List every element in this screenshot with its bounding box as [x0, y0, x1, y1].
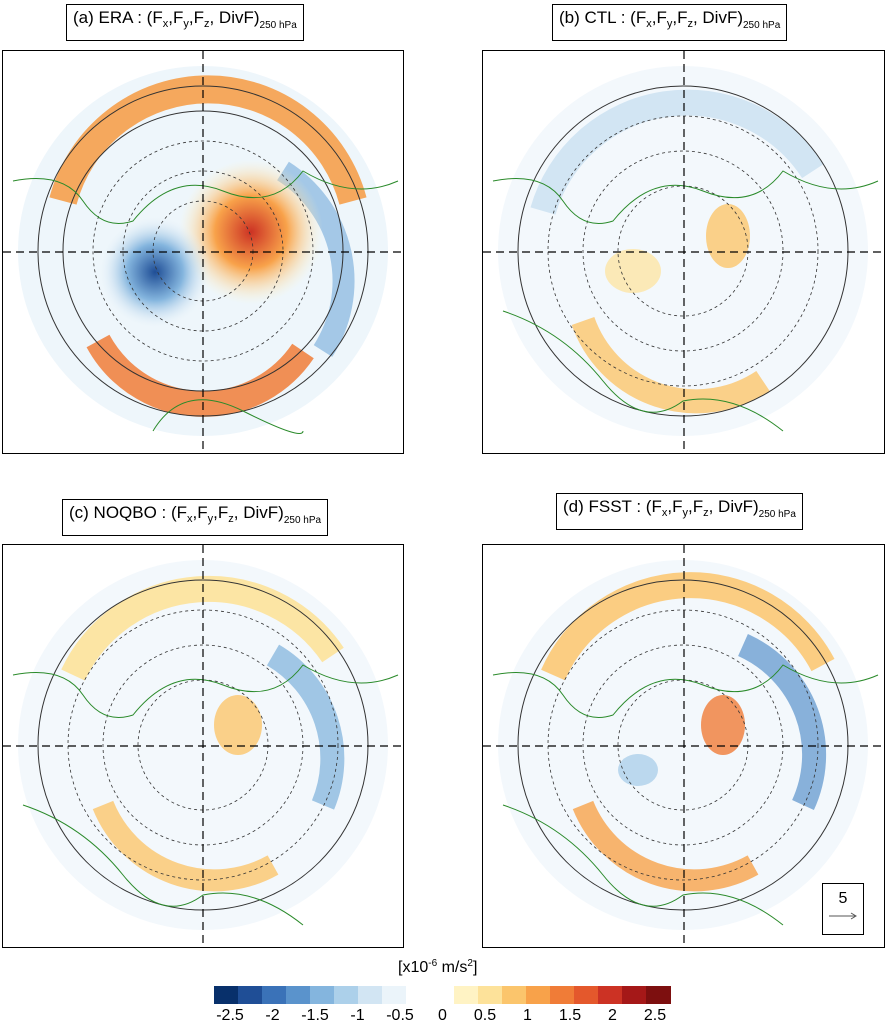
shading-negative-arc [530, 89, 824, 215]
colorbar-cell [334, 986, 359, 1004]
shading-positive-center [706, 204, 750, 268]
colorbar-cell [550, 986, 575, 1004]
shading-negative-arc [266, 644, 345, 810]
map-a [2, 50, 404, 454]
map-d [482, 544, 885, 948]
contour-dashed [582, 150, 784, 352]
map-c-canvas [3, 545, 403, 947]
contour-dashed [67, 609, 339, 881]
coastline [12, 170, 399, 224]
colorbar-tick-label: -1.5 [301, 1007, 329, 1024]
colorbar-cell [238, 986, 263, 1004]
colorbar-tick-label: -0.5 [386, 1007, 414, 1024]
reference-arrow-icon [829, 912, 857, 920]
colorbar-tick-label: -2.5 [216, 1007, 244, 1024]
colorbar-cell [598, 986, 623, 1004]
panel-d-title: (d) FSST : (Fx,Fy,Fz, DivF)250 hPa [556, 493, 803, 530]
shading-positive-arc [541, 572, 835, 681]
shading-positive-arc-south [572, 800, 759, 892]
colorbar-cell [454, 986, 479, 1004]
contour-dashed [547, 115, 819, 387]
colorbar-units: [x10-6 m/s2] [398, 958, 478, 976]
coastline [492, 664, 879, 718]
reference-vector-value: 5 [838, 890, 848, 907]
colorbar-tick-label: 1 [523, 1007, 532, 1024]
colorbar-cell [430, 986, 455, 1004]
colorbar-cell [574, 986, 599, 1004]
contour-dashed [582, 644, 784, 846]
map-d-canvas [483, 545, 884, 947]
contour-dashed [617, 679, 749, 811]
map-c [2, 544, 404, 948]
colorbar-cell [622, 986, 647, 1004]
colorbar-tick-label: -1 [350, 1007, 365, 1024]
panel-c-title: (c) NOQBO : (Fx,Fy,Fz, DivF)250 hPa [62, 499, 329, 536]
colorbar-tick-label: 2 [608, 1007, 617, 1024]
shading-positive-center [701, 695, 745, 755]
coastline [152, 399, 304, 434]
contour-dashed [547, 609, 819, 881]
shading-negative-arc [737, 634, 827, 811]
colorbar [214, 986, 671, 1004]
colorbar-tick-label: -2 [265, 1007, 280, 1024]
colorbar-tick-label: 0 [438, 1007, 447, 1024]
colorbar-cell [478, 986, 503, 1004]
shading-outer-ring [498, 66, 868, 436]
contour-dashed [617, 185, 749, 317]
colorbar-cell [406, 986, 431, 1004]
colorbar-cell [358, 986, 383, 1004]
colorbar-cell [646, 986, 671, 1004]
shading-positive-arc [61, 575, 344, 681]
contour-dashed [122, 170, 284, 332]
colorbar-cell [262, 986, 287, 1004]
shading-positive-center [605, 249, 661, 293]
shading-positive-arc [571, 316, 770, 414]
colorbar-cell [214, 986, 239, 1004]
coastline [22, 804, 304, 926]
colorbar-cell [382, 986, 407, 1004]
coastline [12, 664, 399, 718]
contour-solid [517, 579, 849, 911]
map-b-canvas [483, 51, 884, 453]
colorbar-cell [526, 986, 551, 1004]
contour-solid [517, 85, 849, 417]
coastline [492, 170, 879, 224]
colorbar-cell [286, 986, 311, 1004]
panel-a-title: (a) ERA : (Fx,Fy,Fz, DivF)250 hPa [66, 4, 304, 41]
colorbar-tick-label: 1.5 [558, 1007, 582, 1024]
shading-positive-arc-south [92, 800, 279, 892]
colorbar-tick-label: 0.5 [473, 1007, 497, 1024]
colorbar-cell [310, 986, 335, 1004]
reference-vector-box: 5 [822, 883, 864, 935]
map-a-canvas [3, 51, 403, 453]
colorbar-cell [502, 986, 527, 1004]
shading-positive-center [214, 695, 262, 755]
coastline [502, 310, 784, 432]
map-b [482, 50, 885, 454]
contour-dashed [92, 140, 314, 362]
shading-negative-center [618, 754, 658, 786]
panel-b-title: (b) CTL : (Fx,Fy,Fz, DivF)250 hPa [552, 4, 788, 41]
coastline [502, 804, 784, 926]
colorbar-tick-label: 2.5 [643, 1007, 667, 1024]
contour-dashed [137, 679, 269, 811]
